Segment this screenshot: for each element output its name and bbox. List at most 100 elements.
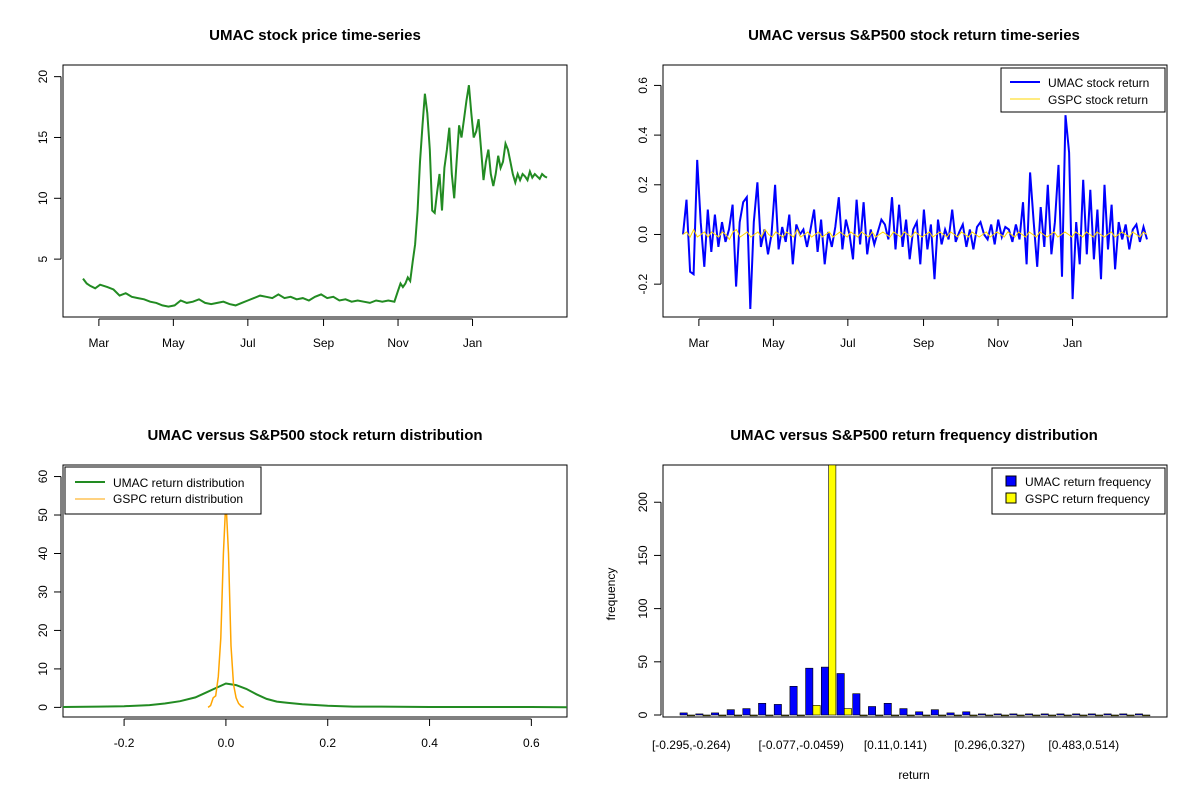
bar-umac xyxy=(820,666,829,716)
bar-umac xyxy=(679,712,688,716)
y-tick-label: 100 xyxy=(636,598,650,618)
chart-title: UMAC versus S&P500 stock return distribu… xyxy=(147,427,482,444)
x-tick-label: [0.483,0.514) xyxy=(1048,738,1119,752)
series-line-umac-density xyxy=(62,682,568,709)
bar-gspc xyxy=(702,714,711,717)
y-tick-label: 200 xyxy=(636,492,650,512)
legend-label-umac: UMAC return frequency xyxy=(1025,475,1151,489)
x-tick-label: -0.2 xyxy=(114,736,135,750)
bar-umac xyxy=(758,702,767,716)
y-tick-label: 50 xyxy=(36,508,50,522)
bar-gspc xyxy=(906,714,915,717)
plot-frame xyxy=(662,464,1168,718)
x-tick-label: Jul xyxy=(840,336,855,350)
legend-label-gspc: GSPC return frequency xyxy=(1025,492,1150,506)
chart-title: UMAC stock price time-series xyxy=(209,27,421,44)
bar-gspc xyxy=(1032,714,1041,717)
y-axis: 0 50 100 150 200 xyxy=(636,492,662,718)
series-line-gspc-return xyxy=(682,228,1148,241)
panel-frequency-distribution: UMAC versus S&P500 return frequency dist… xyxy=(604,427,1168,782)
bar-umac xyxy=(1009,713,1018,716)
bar-umac xyxy=(899,708,908,716)
bar-gspc xyxy=(1048,714,1057,717)
y-tick-label: 5 xyxy=(36,255,50,262)
x-tick-label: 0.2 xyxy=(319,736,336,750)
y-tick-label: 0.4 xyxy=(636,126,650,143)
bar-gspc xyxy=(1016,714,1025,717)
panel-return-distribution: UMAC versus S&P500 stock return distribu… xyxy=(36,427,568,750)
legend: UMAC return frequency GSPC return freque… xyxy=(991,467,1166,515)
bar-umac xyxy=(1025,713,1034,716)
x-tick-label: Mar xyxy=(89,336,110,350)
legend-label-gspc: GSPC stock return xyxy=(1048,93,1148,107)
x-tick-label: Mar xyxy=(689,336,710,350)
x-tick-label: May xyxy=(162,336,185,350)
bar-umac xyxy=(1135,713,1143,716)
bar-gspc xyxy=(938,714,947,717)
bar-gspc xyxy=(1000,714,1009,717)
x-tick-label: 0.0 xyxy=(218,736,235,750)
bar-gspc xyxy=(891,714,900,717)
bar-gspc xyxy=(875,714,884,717)
plot-frame xyxy=(662,64,1168,318)
y-tick-label: 40 xyxy=(36,546,50,560)
y-axis: -0.2 0.0 0.2 0.4 0.6 xyxy=(636,77,662,295)
bar-umac xyxy=(962,711,971,716)
chart-title: UMAC versus S&P500 stock return time-ser… xyxy=(748,27,1080,44)
x-tick-label: [0.296,0.327) xyxy=(954,738,1025,752)
x-axis: [-0.295,-0.264) [-0.077,-0.0459) [0.11,0.1… xyxy=(652,738,1119,752)
x-axis: Mar May Jul Sep Nov Jan xyxy=(89,318,482,350)
bar-umac xyxy=(868,706,877,716)
bar-umac xyxy=(1103,713,1112,716)
y-tick-label: 10 xyxy=(36,662,50,676)
y-tick-label: 50 xyxy=(636,655,650,669)
x-tick-label: Jul xyxy=(240,336,255,350)
bar-umac xyxy=(726,709,735,716)
bar-gspc xyxy=(1079,714,1088,717)
y-tick-label: 20 xyxy=(36,70,50,84)
bar-umac xyxy=(773,704,782,716)
x-tick-label: Jan xyxy=(1063,336,1082,350)
x-tick-label: Sep xyxy=(313,336,335,350)
bar-gspc xyxy=(843,708,852,716)
bar-umac xyxy=(915,711,924,716)
bar-umac xyxy=(977,713,986,716)
x-tick-label: 0.4 xyxy=(421,736,438,750)
bar-gspc xyxy=(985,714,994,717)
x-axis: -0.2 0.0 0.2 0.4 0.6 xyxy=(114,718,540,750)
bar-umac xyxy=(742,708,751,716)
bar-gspc xyxy=(953,714,962,717)
y-tick-label: 20 xyxy=(36,623,50,637)
legend-label-gspc: GSPC return distribution xyxy=(113,492,243,506)
bar-umac xyxy=(852,693,861,716)
bar-umac xyxy=(836,673,845,716)
bar-umac xyxy=(711,712,720,716)
x-tick-label: Nov xyxy=(387,336,408,350)
y-tick-label: 150 xyxy=(636,545,650,565)
bar-gspc xyxy=(922,714,931,717)
bar-umac xyxy=(930,709,939,716)
bar-gspc xyxy=(781,714,790,717)
bar-gspc xyxy=(1110,714,1119,717)
y-tick-label: 0.6 xyxy=(636,77,650,94)
bar-gspc xyxy=(1095,714,1104,717)
legend-box xyxy=(1000,67,1166,113)
bar-gspc xyxy=(1063,714,1072,717)
series-line-umac-price xyxy=(82,85,548,308)
bar-umac xyxy=(1119,713,1128,716)
y-axis-label: frequency xyxy=(604,568,618,621)
legend-box xyxy=(991,467,1166,515)
bar-gspc xyxy=(796,714,805,717)
x-axis: Mar May Jul Sep Nov Jan xyxy=(689,318,1082,350)
bar-umac xyxy=(946,712,955,716)
legend-label-umac: UMAC return distribution xyxy=(113,476,244,490)
y-tick-label: 0.0 xyxy=(636,226,650,243)
bar-gspc xyxy=(859,714,868,717)
legend: UMAC return distribution GSPC return dis… xyxy=(64,466,262,515)
legend-label-umac: UMAC stock return xyxy=(1048,76,1149,90)
bar-gspc xyxy=(686,714,695,717)
bar-umac xyxy=(1056,713,1065,716)
x-tick-label: 0.6 xyxy=(523,736,540,750)
